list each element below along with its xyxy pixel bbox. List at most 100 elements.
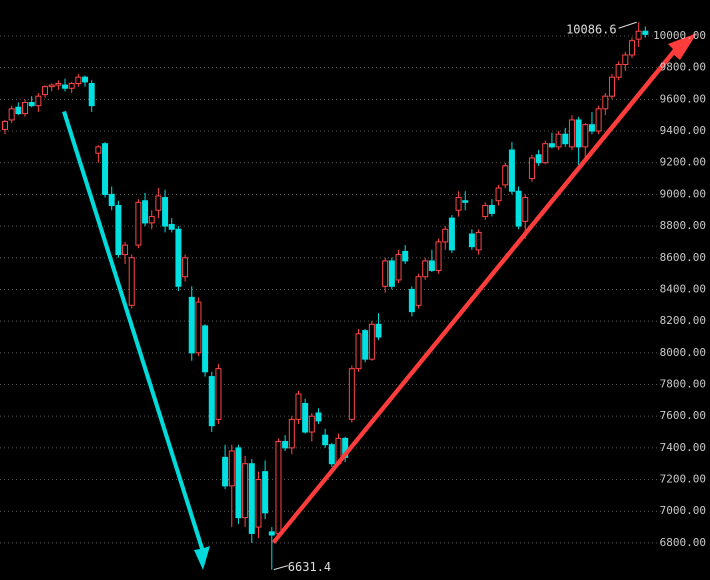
labels: 6800.00 7000.00 7200.00 7400.00 7600.00 7800.… xyxy=(273,21,706,574)
y-tick-label: 8600.00 xyxy=(660,251,706,264)
candle-body xyxy=(68,82,75,89)
candle-body xyxy=(402,250,409,262)
candle-body xyxy=(355,333,362,370)
candle-body xyxy=(128,257,135,306)
candle-body xyxy=(622,54,629,65)
candle-body xyxy=(48,84,55,88)
candle-body xyxy=(222,456,229,487)
candle-body xyxy=(362,330,369,360)
y-tick-label: 9000.00 xyxy=(660,187,706,200)
candle-body xyxy=(28,102,35,107)
candle-body xyxy=(522,197,529,222)
y-tick-label: 8000.00 xyxy=(660,346,706,359)
candle-body xyxy=(248,463,255,534)
candle-body xyxy=(375,323,382,338)
candle-body xyxy=(302,403,309,433)
candle-body xyxy=(122,244,129,256)
candle-body xyxy=(195,301,202,354)
candle-body xyxy=(368,323,375,360)
candle-body xyxy=(42,86,49,96)
y-tick-label: 8200.00 xyxy=(660,314,706,327)
y-tick-label: 10000.00 xyxy=(653,29,706,42)
candle-body xyxy=(15,106,22,115)
candle-body xyxy=(2,121,8,130)
candle-body xyxy=(575,119,582,148)
candle-body xyxy=(82,76,89,83)
candle-body xyxy=(628,40,635,56)
candle-body xyxy=(548,143,555,148)
y-tick-label: 6800.00 xyxy=(660,536,706,549)
candle-body xyxy=(555,133,562,148)
candle-body xyxy=(108,193,115,206)
candle-body xyxy=(288,418,295,449)
candle-body xyxy=(228,450,235,487)
candle-body xyxy=(322,434,329,446)
candle-body xyxy=(315,412,322,422)
candle-body xyxy=(115,204,122,256)
down-trend-arrow xyxy=(62,111,210,570)
candle-body xyxy=(55,82,62,86)
candle-body xyxy=(88,82,95,107)
candle-body xyxy=(462,200,469,203)
y-tick-label: 8800.00 xyxy=(660,219,706,232)
candle-body xyxy=(455,197,462,211)
candle-body xyxy=(608,76,615,97)
candle-body xyxy=(468,233,475,248)
y-tick-label: 7400.00 xyxy=(660,441,706,454)
y-tick-label: 9200.00 xyxy=(660,156,706,169)
candle-body xyxy=(22,102,29,115)
candle-body xyxy=(388,260,395,287)
candle-body xyxy=(308,415,315,433)
candle-body xyxy=(642,30,649,35)
y-tick-label: 7800.00 xyxy=(660,378,706,391)
candle-body xyxy=(602,95,609,110)
candle-body xyxy=(268,531,275,536)
candle-body xyxy=(328,444,335,465)
candle-body xyxy=(62,84,69,89)
candle-body xyxy=(262,471,269,514)
candle-body xyxy=(502,165,509,186)
candle-body xyxy=(295,393,302,420)
candle-body xyxy=(255,479,262,528)
y-tick-label: 9400.00 xyxy=(660,124,706,137)
candle-body xyxy=(435,241,442,271)
candle-body xyxy=(515,190,522,227)
y-tick-label: 9600.00 xyxy=(660,92,706,105)
annotation-pointer xyxy=(273,565,288,571)
candle-body xyxy=(235,447,242,519)
candle-body xyxy=(168,223,175,230)
candle-body xyxy=(508,149,515,192)
candle-body xyxy=(35,95,42,107)
up-trend-arrow xyxy=(272,33,697,544)
y-tick-label: 7000.00 xyxy=(660,504,706,517)
candle-body xyxy=(475,231,482,251)
candle-body xyxy=(528,157,535,180)
grid xyxy=(0,35,662,544)
candle-body xyxy=(188,296,195,354)
candle-body xyxy=(562,133,569,145)
candle-body xyxy=(495,187,502,202)
high-annotation: 10086.6 xyxy=(566,23,617,37)
y-tick-label: 7600.00 xyxy=(660,409,706,422)
candle-body xyxy=(535,154,542,164)
candle-body xyxy=(615,63,622,78)
candle-body xyxy=(442,228,449,243)
candle-body xyxy=(382,260,389,287)
candle-body xyxy=(568,119,575,148)
candle-body xyxy=(242,463,249,519)
candle-body xyxy=(95,146,102,154)
candle-body xyxy=(542,143,549,164)
candle-body xyxy=(408,288,415,313)
candle-body xyxy=(275,441,282,534)
candle-body xyxy=(422,260,429,278)
candle-body xyxy=(162,197,169,227)
candle-body xyxy=(75,76,82,84)
candle-body xyxy=(282,441,289,449)
candle-body xyxy=(102,143,109,195)
annotation-pointer xyxy=(618,21,637,29)
candle-body xyxy=(428,260,435,271)
candle-body xyxy=(635,30,642,40)
candle-body xyxy=(208,376,215,427)
